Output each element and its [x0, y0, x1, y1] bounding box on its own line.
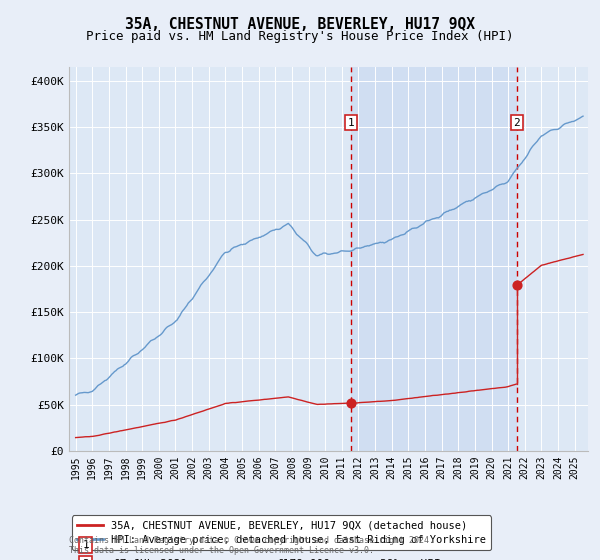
Point	[512, 281, 521, 290]
Text: £51,651: £51,651	[277, 540, 324, 550]
Text: 35A, CHESTNUT AVENUE, BEVERLEY, HU17 9QX: 35A, CHESTNUT AVENUE, BEVERLEY, HU17 9QX	[125, 17, 475, 32]
Text: 1: 1	[347, 118, 355, 128]
Text: 1: 1	[82, 540, 89, 550]
Text: 20-JUL-2011: 20-JUL-2011	[113, 540, 187, 550]
Text: 2: 2	[82, 559, 89, 560]
Text: 2: 2	[514, 118, 520, 128]
Bar	[351, 67, 517, 451]
Text: £179,000: £179,000	[277, 559, 331, 560]
Text: Contains HM Land Registry data © Crown copyright and database right 2024.: Contains HM Land Registry data © Crown c…	[69, 536, 434, 545]
Text: 07-JUL-2021: 07-JUL-2021	[113, 559, 187, 560]
Legend: 35A, CHESTNUT AVENUE, BEVERLEY, HU17 9QX (detached house), HPI: Average price, d: 35A, CHESTNUT AVENUE, BEVERLEY, HU17 9QX…	[71, 515, 491, 550]
Text: 39% ↓ HPI: 39% ↓ HPI	[380, 559, 441, 560]
Text: 75% ↓ HPI: 75% ↓ HPI	[380, 540, 441, 550]
Text: This data is licensed under the Open Government Licence v3.0.: This data is licensed under the Open Gov…	[69, 545, 374, 555]
Text: Price paid vs. HM Land Registry's House Price Index (HPI): Price paid vs. HM Land Registry's House …	[86, 30, 514, 43]
Point	[346, 399, 356, 408]
